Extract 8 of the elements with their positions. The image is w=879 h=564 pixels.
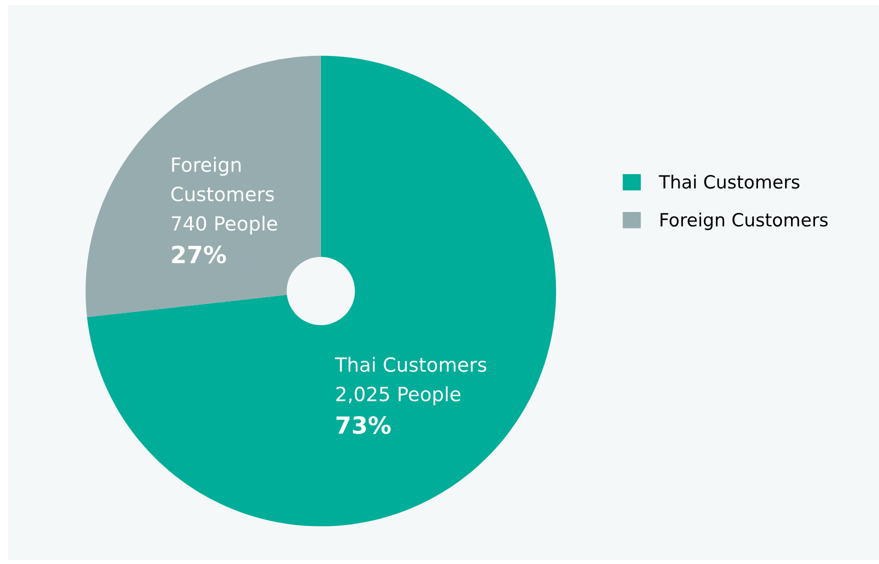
legend-label: Thai Customers [658, 174, 800, 189]
data-label: 2,025 People 73% [336, 386, 460, 434]
slice-label: Foreign Customers [171, 156, 274, 202]
legend-label: Foreign Customers [660, 212, 828, 230]
donut-slice [86, 56, 321, 318]
donut-slice [87, 56, 556, 526]
slice-label: Thai Customers [334, 356, 486, 372]
data-label: 740 People 27% [172, 216, 278, 264]
